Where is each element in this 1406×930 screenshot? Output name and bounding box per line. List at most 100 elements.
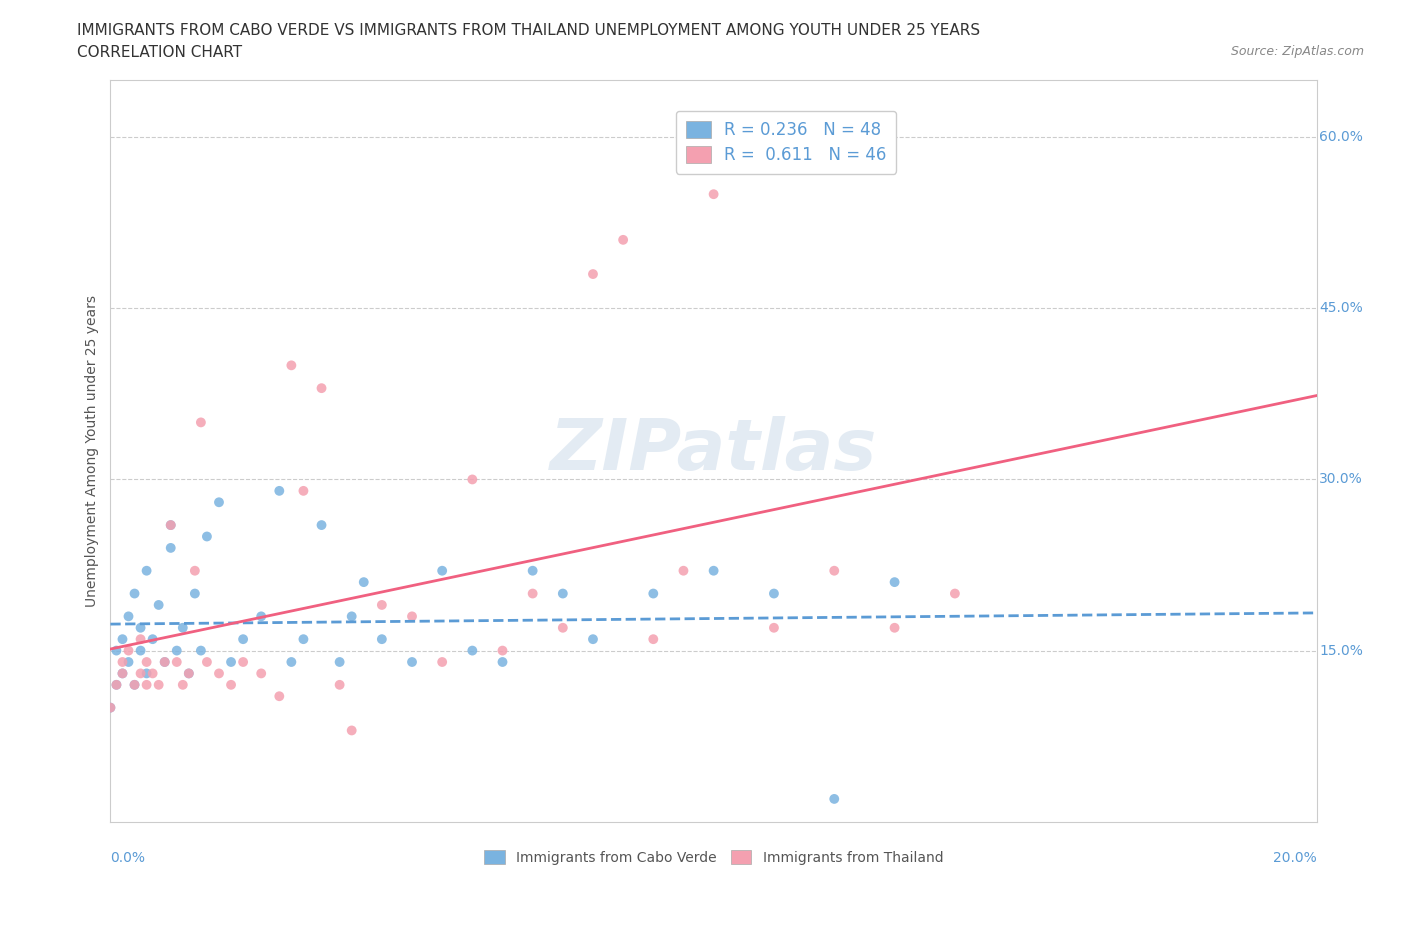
- Point: [219, 655, 242, 670]
- Point: [177, 666, 200, 681]
- Point: [582, 631, 605, 646]
- Point: [491, 644, 513, 658]
- Point: [401, 655, 423, 670]
- Y-axis label: Unemployment Among Youth under 25 years: Unemployment Among Youth under 25 years: [86, 295, 100, 607]
- Point: [117, 655, 139, 670]
- Point: [135, 677, 157, 692]
- Point: [280, 655, 302, 670]
- Point: [551, 620, 574, 635]
- Point: [340, 609, 363, 624]
- Point: [105, 677, 128, 692]
- Point: [703, 187, 725, 202]
- Point: [430, 564, 453, 578]
- Point: [232, 631, 254, 646]
- Point: [117, 609, 139, 624]
- Point: [190, 644, 212, 658]
- Point: [311, 380, 333, 395]
- Text: IMMIGRANTS FROM CABO VERDE VS IMMIGRANTS FROM THAILAND UNEMPLOYMENT AMONG YOUTH : IMMIGRANTS FROM CABO VERDE VS IMMIGRANTS…: [77, 23, 980, 38]
- Point: [135, 655, 157, 670]
- Point: [883, 575, 905, 590]
- Point: [159, 540, 181, 555]
- Point: [232, 655, 254, 670]
- Point: [250, 666, 273, 681]
- Point: [280, 358, 302, 373]
- Point: [208, 495, 231, 510]
- Point: [100, 700, 122, 715]
- Point: [461, 644, 484, 658]
- Point: [823, 564, 845, 578]
- Point: [643, 631, 665, 646]
- Point: [643, 586, 665, 601]
- Point: [401, 609, 423, 624]
- Point: [762, 586, 785, 601]
- Point: [219, 677, 242, 692]
- Point: [371, 597, 394, 612]
- Point: [172, 620, 194, 635]
- Point: [129, 666, 152, 681]
- Text: 30.0%: 30.0%: [1319, 472, 1362, 486]
- Point: [117, 644, 139, 658]
- Point: [142, 666, 165, 681]
- Point: [153, 655, 176, 670]
- Point: [551, 586, 574, 601]
- Point: [522, 564, 544, 578]
- Point: [250, 609, 273, 624]
- Point: [111, 655, 134, 670]
- Text: ZIPatlas: ZIPatlas: [550, 417, 877, 485]
- Point: [883, 620, 905, 635]
- Text: 15.0%: 15.0%: [1319, 644, 1362, 658]
- Point: [129, 631, 152, 646]
- Point: [311, 518, 333, 533]
- Point: [135, 564, 157, 578]
- Point: [292, 484, 315, 498]
- Point: [353, 575, 375, 590]
- Point: [105, 644, 128, 658]
- Point: [582, 267, 605, 282]
- Point: [124, 586, 146, 601]
- Point: [195, 529, 218, 544]
- Point: [371, 631, 394, 646]
- Point: [762, 620, 785, 635]
- Point: [269, 484, 291, 498]
- Point: [184, 564, 207, 578]
- Point: [340, 723, 363, 737]
- Point: [124, 677, 146, 692]
- Point: [195, 655, 218, 670]
- Point: [522, 586, 544, 601]
- Text: Source: ZipAtlas.com: Source: ZipAtlas.com: [1230, 45, 1364, 58]
- Point: [111, 631, 134, 646]
- Point: [292, 631, 315, 646]
- Point: [105, 677, 128, 692]
- Point: [159, 518, 181, 533]
- Point: [190, 415, 212, 430]
- Point: [430, 655, 453, 670]
- Point: [129, 620, 152, 635]
- Text: 60.0%: 60.0%: [1319, 130, 1362, 144]
- Point: [100, 700, 122, 715]
- Point: [166, 644, 188, 658]
- Point: [269, 689, 291, 704]
- Point: [329, 677, 352, 692]
- Point: [111, 666, 134, 681]
- Point: [142, 631, 165, 646]
- Point: [159, 518, 181, 533]
- Point: [461, 472, 484, 487]
- Text: 20.0%: 20.0%: [1272, 851, 1317, 866]
- Point: [184, 586, 207, 601]
- Point: [491, 655, 513, 670]
- Text: 45.0%: 45.0%: [1319, 301, 1362, 315]
- Point: [111, 666, 134, 681]
- Point: [135, 666, 157, 681]
- Point: [166, 655, 188, 670]
- Point: [148, 597, 170, 612]
- Point: [672, 564, 695, 578]
- Point: [177, 666, 200, 681]
- Point: [172, 677, 194, 692]
- Text: 0.0%: 0.0%: [111, 851, 145, 866]
- Point: [329, 655, 352, 670]
- Legend: Immigrants from Cabo Verde, Immigrants from Thailand: Immigrants from Cabo Verde, Immigrants f…: [478, 844, 949, 870]
- Point: [148, 677, 170, 692]
- Point: [153, 655, 176, 670]
- Point: [129, 644, 152, 658]
- Text: CORRELATION CHART: CORRELATION CHART: [77, 45, 242, 60]
